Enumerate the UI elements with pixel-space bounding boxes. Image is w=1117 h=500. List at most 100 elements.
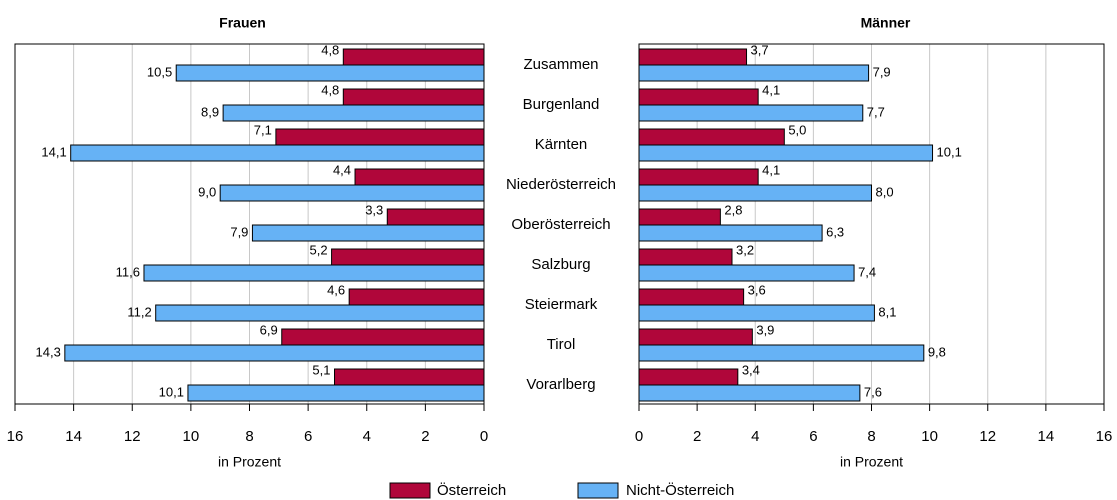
bar — [638, 88, 759, 106]
x-tick-label: 14 — [65, 428, 82, 445]
bar — [70, 144, 485, 162]
value-label: 4,4 — [333, 162, 351, 177]
value-label: 8,1 — [878, 304, 896, 319]
bar — [638, 328, 753, 346]
category-label: Kärnten — [535, 136, 588, 153]
x-tick-label: 16 — [1096, 428, 1113, 445]
value-label: 5,2 — [309, 242, 327, 257]
bar — [342, 48, 485, 66]
category-label: Niederösterreich — [506, 176, 616, 193]
value-label: 14,3 — [36, 344, 61, 359]
value-label: 4,6 — [327, 282, 345, 297]
bar — [155, 304, 485, 322]
value-label: 4,8 — [321, 42, 339, 57]
bar — [638, 208, 721, 226]
category-label: Salzburg — [531, 256, 590, 273]
value-label: 3,7 — [751, 42, 769, 57]
category-label: Tirol — [547, 336, 576, 353]
x-tick-label: 2 — [421, 428, 429, 445]
value-label: 8,9 — [201, 104, 219, 119]
bar — [187, 384, 485, 402]
bar — [354, 168, 485, 186]
category-label: Zusammen — [523, 56, 598, 73]
legend-swatch — [389, 482, 431, 499]
value-label: 3,3 — [365, 202, 383, 217]
legend-label: Nicht-Österreich — [626, 481, 734, 499]
value-label: 10,1 — [937, 144, 962, 159]
value-label: 7,1 — [254, 122, 272, 137]
value-label: 7,7 — [867, 104, 885, 119]
value-label: 10,1 — [159, 384, 184, 399]
bar — [386, 208, 485, 226]
value-label: 2,8 — [724, 202, 742, 217]
value-label: 14,1 — [41, 144, 66, 159]
value-label: 10,5 — [147, 64, 172, 79]
bar — [638, 304, 875, 322]
x-tick-label: 4 — [363, 428, 371, 445]
bar — [281, 328, 485, 346]
value-label: 4,1 — [762, 82, 780, 97]
bar — [638, 248, 733, 266]
x-tick-label: 2 — [693, 428, 701, 445]
x-tick-label: 0 — [480, 428, 488, 445]
x-tick-label: 14 — [1038, 428, 1055, 445]
x-tick-label: 10 — [183, 428, 200, 445]
bar — [638, 288, 745, 306]
bar — [638, 184, 872, 202]
x-tick-label: 6 — [809, 428, 817, 445]
category-label: Oberösterreich — [511, 216, 610, 233]
x-tick-label: 4 — [751, 428, 759, 445]
bar — [342, 88, 485, 106]
bar — [222, 104, 485, 122]
bar — [638, 168, 759, 186]
bar — [64, 344, 485, 362]
x-tick-label: 10 — [921, 428, 938, 445]
value-label: 11,2 — [127, 304, 151, 319]
x-tick-label: 0 — [635, 428, 643, 445]
value-label: 3,6 — [748, 282, 766, 297]
bar — [638, 104, 864, 122]
x-axis-label: in Prozent — [218, 454, 281, 470]
bar — [638, 224, 823, 242]
category-label: Burgenland — [523, 96, 600, 113]
x-tick-label: 12 — [979, 428, 996, 445]
bar — [638, 368, 739, 386]
legend-label: Österreich — [437, 481, 506, 499]
value-label: 5,1 — [312, 362, 330, 377]
bar — [334, 368, 485, 386]
x-tick-label: 8 — [867, 428, 875, 445]
x-tick-label: 6 — [304, 428, 312, 445]
category-label: Steiermark — [525, 296, 598, 313]
value-label: 6,9 — [260, 322, 278, 337]
x-tick-label: 8 — [245, 428, 253, 445]
plot-frame — [638, 43, 1105, 405]
bar — [275, 128, 485, 146]
chart-title: Männer — [861, 15, 911, 31]
value-label: 3,2 — [736, 242, 754, 257]
bar — [175, 64, 485, 82]
legend-swatch — [577, 482, 619, 499]
bar — [331, 248, 485, 266]
bar — [348, 288, 485, 306]
bar — [638, 264, 855, 282]
value-label: 7,6 — [864, 384, 882, 399]
bar — [638, 128, 785, 146]
value-label: 8,0 — [876, 184, 894, 199]
bar — [143, 264, 485, 282]
value-label: 3,4 — [742, 362, 760, 377]
value-label: 11,6 — [116, 264, 140, 279]
chart-title: Frauen — [219, 15, 266, 31]
x-tick-label: 16 — [7, 428, 24, 445]
bar — [638, 48, 748, 66]
value-label: 4,1 — [762, 162, 780, 177]
bar — [251, 224, 485, 242]
bar — [638, 344, 925, 362]
value-label: 7,4 — [858, 264, 876, 279]
bar — [638, 64, 870, 82]
value-label: 9,0 — [198, 184, 216, 199]
category-label: Vorarlberg — [526, 376, 595, 393]
value-label: 7,9 — [873, 64, 891, 79]
value-label: 9,8 — [928, 344, 946, 359]
value-label: 5,0 — [788, 122, 806, 137]
